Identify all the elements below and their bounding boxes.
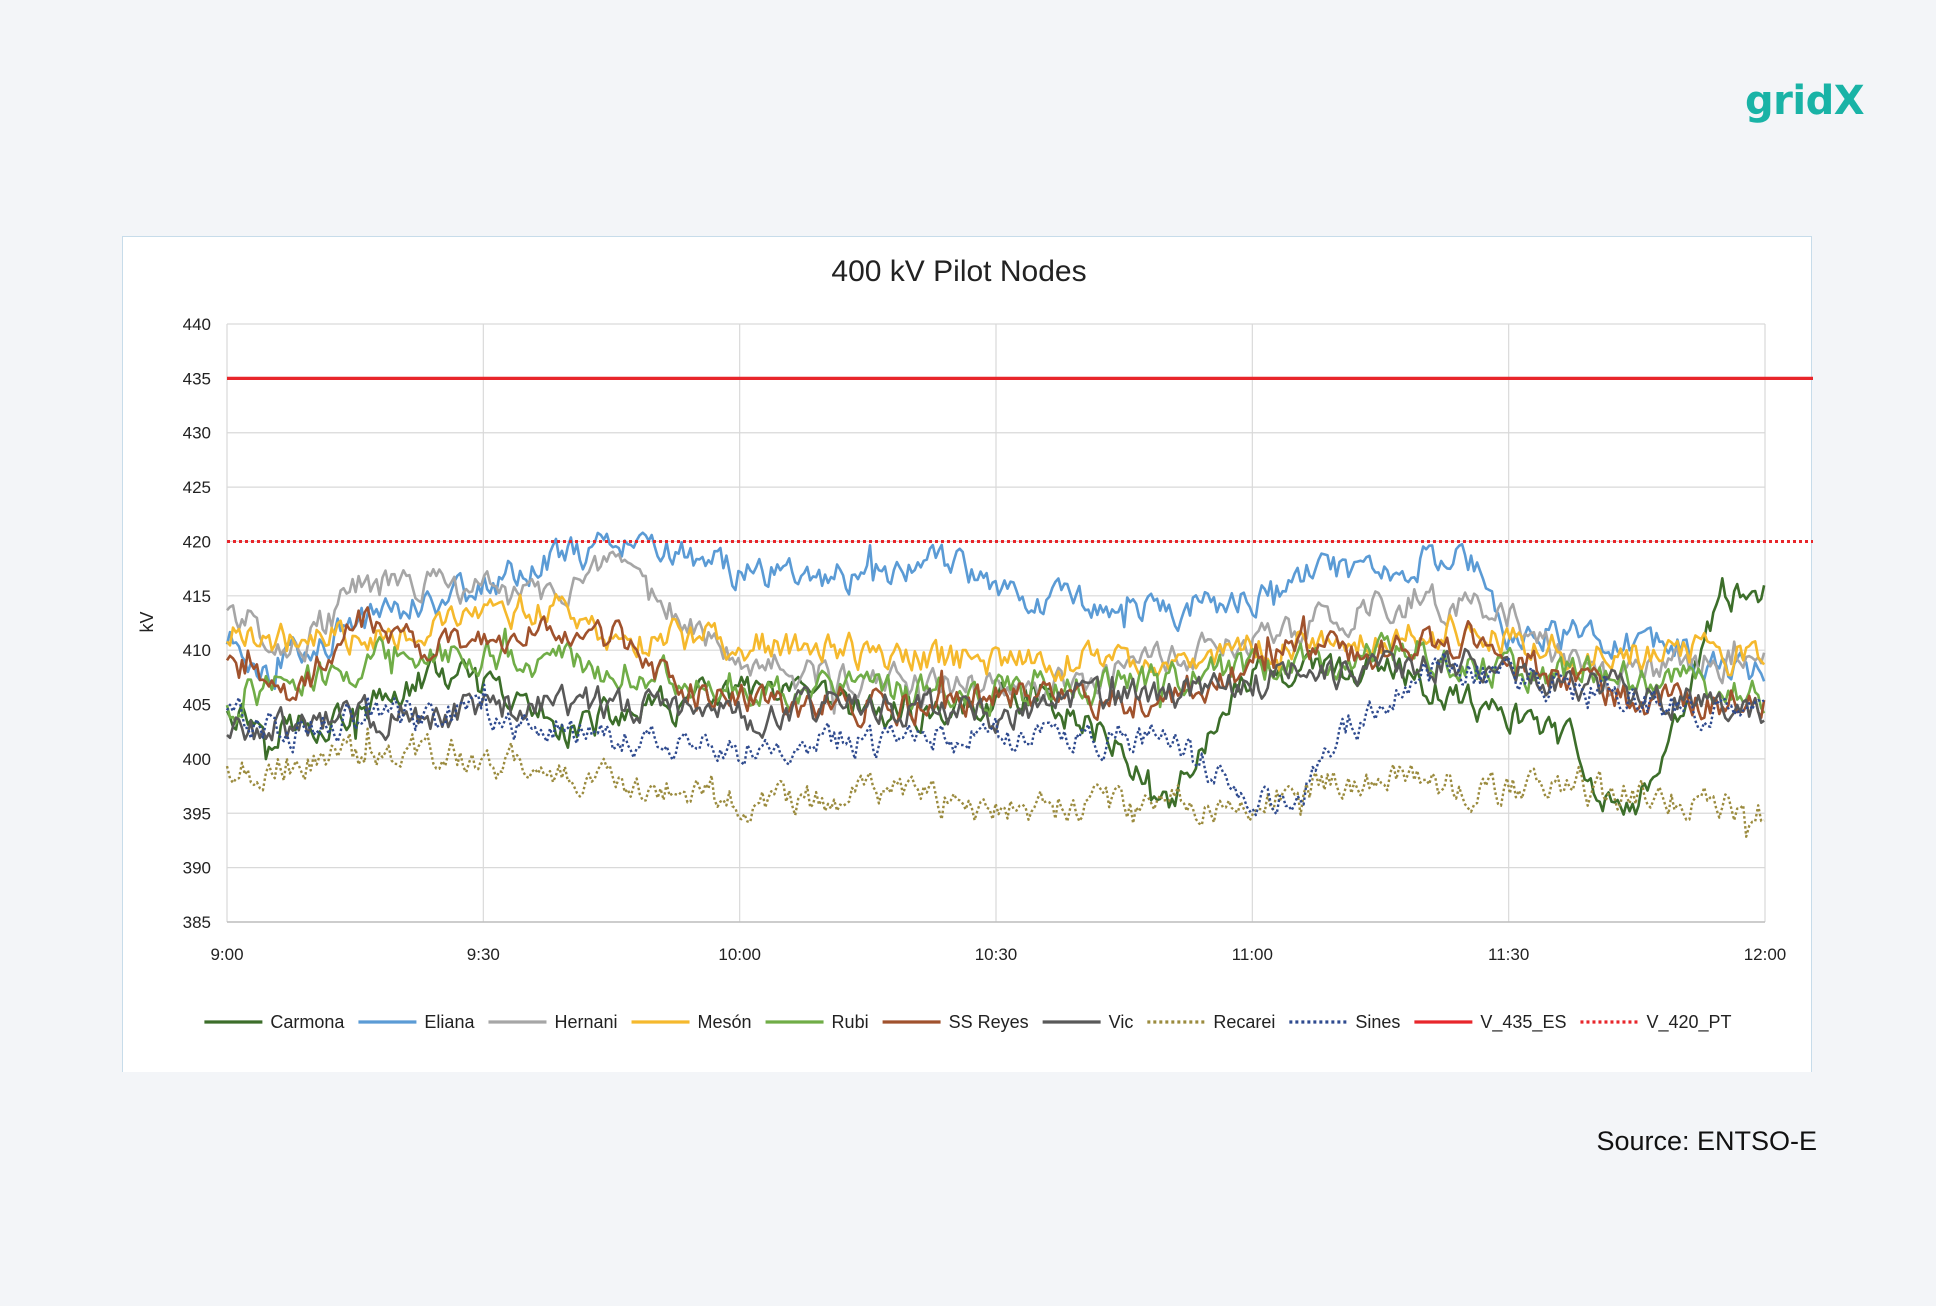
legend-label: Sines <box>1355 1012 1400 1032</box>
series-line-sines <box>225 652 1765 817</box>
series-line-rubi <box>225 627 1766 725</box>
x-tick-label: 10:00 <box>718 945 761 964</box>
y-tick-label: 415 <box>183 587 211 606</box>
y-tick-label: 385 <box>183 913 211 932</box>
x-tick-label: 12:00 <box>1744 945 1787 964</box>
legend-label: Rubi <box>832 1012 869 1032</box>
series-line-ss-reyes <box>225 606 1766 729</box>
y-tick-label: 430 <box>183 424 211 443</box>
series-line-mes-n <box>225 593 1766 683</box>
legend-label: Vic <box>1109 1012 1134 1032</box>
x-axis-ticks: 9:00 9:30 10:00 10:30 11:00 11:30 12:00 <box>210 945 1786 964</box>
x-tick-label: 9:30 <box>467 945 500 964</box>
legend-label: SS Reyes <box>949 1012 1029 1032</box>
y-tick-label: 440 <box>183 315 211 334</box>
y-axis-label: kV <box>137 611 157 632</box>
y-tick-label: 410 <box>183 641 211 660</box>
x-tick-label: 9:00 <box>210 945 243 964</box>
y-tick-label: 390 <box>183 859 211 878</box>
source-note: Source: ENTSO-E <box>1596 1126 1817 1156</box>
legend-label: Carmona <box>270 1012 345 1032</box>
x-tick-label: 10:30 <box>975 945 1018 964</box>
legend-label: V_420_PT <box>1646 1012 1731 1033</box>
y-tick-label: 435 <box>183 369 211 388</box>
y-tick-label: 425 <box>183 478 211 497</box>
series-line-carmona <box>225 577 1766 816</box>
legend-label: Hernani <box>554 1012 617 1032</box>
line-chart: 400 kV Pilot Nodes 385 390 395 400 405 410 415… <box>137 255 1813 1033</box>
y-tick-label: 405 <box>183 696 211 715</box>
legend-label: Eliana <box>424 1012 475 1032</box>
x-tick-label: 11:00 <box>1232 945 1273 964</box>
x-tick-label: 11:30 <box>1488 945 1529 964</box>
series-group <box>225 376 1813 838</box>
y-tick-label: 400 <box>183 750 211 769</box>
y-tick-label: 395 <box>183 804 211 823</box>
y-axis-ticks: 385 390 395 400 405 410 415 420 425 430 435 440 <box>183 315 211 932</box>
legend-label: Mesón <box>698 1012 752 1032</box>
y-tick-label: 420 <box>183 532 211 551</box>
chart-title: 400 kV Pilot Nodes <box>831 255 1086 288</box>
legend: Carmona Eliana Hernani Mesón Rubi SS Reyes Vic… <box>204 1012 1732 1033</box>
chart-card: 400 kV Pilot Nodes 385 390 395 400 405 410 415… <box>122 236 1813 1072</box>
legend-label: V_435_ES <box>1480 1012 1566 1033</box>
gridx-logo: gridX <box>1745 78 1865 124</box>
legend-label: Recarei <box>1213 1012 1275 1032</box>
